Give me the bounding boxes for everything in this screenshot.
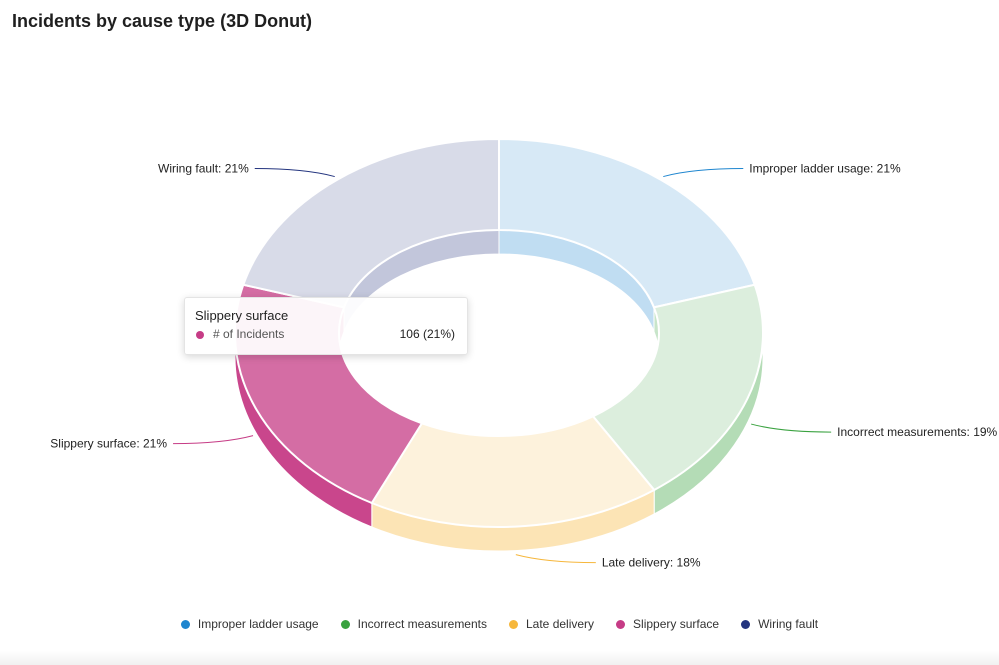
data-label-improper-ladder-usage: Improper ladder usage: 21% (749, 162, 901, 176)
legend-dot-late-delivery (509, 619, 518, 629)
data-label-wiring-fault: Wiring fault: 21% (158, 162, 249, 176)
connector-wiring-fault (254, 168, 335, 178)
legend-dot-slippery-surface (616, 619, 626, 629)
legend-dot-wiring-fault (741, 619, 751, 629)
connector-slippery-surface (173, 435, 254, 445)
legend-label-late-delivery: Late delivery (526, 617, 595, 631)
chart-title: Incidents by cause type (3D Donut) (12, 11, 313, 31)
legend-item-late-delivery[interactable]: Late delivery (509, 617, 594, 631)
legend-item-wiring-fault[interactable]: Wiring fault (741, 617, 818, 631)
legend-item-slippery-surface[interactable]: Slippery surface (616, 617, 719, 631)
legend-item-incorrect-measurements[interactable]: Incorrect measurements (340, 617, 487, 631)
connector-late-delivery (515, 554, 596, 564)
tooltip-title: Slippery surface (195, 308, 289, 323)
legend-label-wiring-fault: Wiring fault (758, 617, 819, 631)
chart-legend: Improper ladder usage Incorrect measureme… (0, 617, 999, 631)
connector-improper-ladder-usage (663, 168, 744, 178)
tooltip-series-dot (196, 331, 204, 339)
legend-dot-incorrect-measurements (340, 619, 350, 629)
legend-dot-improper-ladder-usage (180, 619, 190, 629)
legend-label-slippery-surface: Slippery surface (633, 617, 720, 631)
slice-wiring-fault[interactable] (241, 137, 500, 309)
slice-incorrect-measurements[interactable] (591, 283, 764, 492)
legend-item-improper-ladder-usage[interactable]: Improper ladder usage (180, 617, 319, 631)
data-label-late-delivery: Late delivery: 18% (602, 556, 701, 570)
tooltip-series-label: # of Incidents (213, 327, 285, 341)
bottom-shadow (0, 651, 999, 665)
data-label-incorrect-measurements: Incorrect measurements: 19% (837, 425, 997, 439)
legend-label-improper-ladder-usage: Improper ladder usage (197, 617, 319, 631)
slice-improper-ladder-usage[interactable] (498, 137, 757, 309)
data-label-slippery-surface: Slippery surface: 21% (50, 437, 167, 451)
connector-incorrect-measurements (751, 423, 832, 433)
tooltip-value: 106 (21%) (399, 327, 455, 341)
legend-label-incorrect-measurements: Incorrect measurements (357, 617, 487, 631)
chart-tooltip: Slippery surface # of Incidents 106 (21%… (184, 297, 468, 355)
slice-late-delivery[interactable] (370, 415, 656, 528)
